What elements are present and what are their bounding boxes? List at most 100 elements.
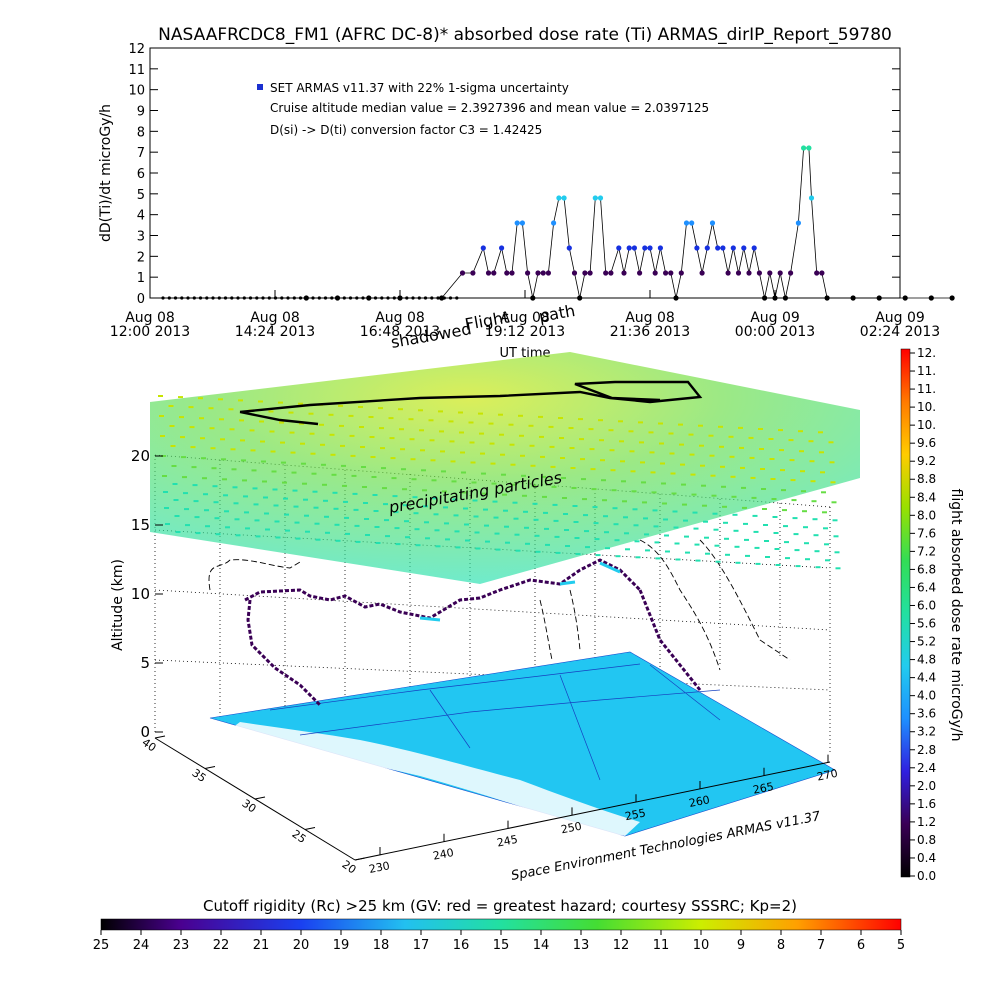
- particle-dot: [490, 462, 496, 465]
- particle-dots: [158, 395, 841, 570]
- particle-dot: [442, 490, 447, 493]
- x-tick-time: 00:00 2013: [735, 324, 815, 340]
- particle-dot: [689, 453, 695, 456]
- particle-dot: [414, 528, 420, 531]
- particle-dot: [310, 452, 316, 455]
- y-tick-label: 10: [128, 84, 145, 99]
- particle-dot: [531, 484, 537, 487]
- particle-dot: [651, 491, 657, 494]
- particle-dot: [168, 405, 174, 407]
- particle-dot: [813, 534, 819, 537]
- particle-dot: [829, 461, 835, 464]
- particle-dot: [528, 424, 534, 427]
- particle-dot: [255, 535, 261, 538]
- particle-dot: [391, 477, 397, 480]
- particle-dot: [223, 494, 228, 497]
- data-point: [530, 295, 536, 301]
- particle-dot: [224, 510, 229, 513]
- data-point: [704, 245, 710, 251]
- particle-dot: [314, 522, 320, 525]
- cutoff-rigidity-tick-label: 13: [573, 938, 590, 953]
- data-point: [504, 270, 510, 276]
- altitude-tick-label: 20: [131, 447, 150, 465]
- particle-dot: [603, 515, 608, 518]
- latitude-tick-label: 20: [340, 858, 359, 877]
- particle-dot: [623, 516, 628, 519]
- particle-dot: [764, 540, 769, 542]
- particle-dot: [450, 460, 456, 463]
- cutoff-rigidity-tick-label: 7: [817, 938, 825, 953]
- particle-dot: [819, 451, 824, 454]
- particle-dot: [173, 499, 179, 501]
- particle-dot: [204, 509, 209, 512]
- particle-dot: [720, 465, 725, 468]
- particle-dot: [599, 439, 604, 442]
- particle-dot: [509, 443, 515, 446]
- data-point: [767, 270, 773, 276]
- data-point: [631, 245, 638, 251]
- particle-dot: [185, 524, 190, 527]
- particle-dot: [659, 442, 664, 445]
- particle-dot: [543, 511, 548, 514]
- particle-dot: [423, 505, 428, 508]
- particle-dot: [748, 436, 754, 439]
- particle-dot: [759, 448, 764, 450]
- data-point: [603, 270, 609, 276]
- particle-dot: [349, 434, 355, 437]
- particle-dot: [402, 488, 407, 491]
- particle-dot: [641, 481, 646, 484]
- particle-dot: [231, 468, 237, 471]
- particle-dot: [709, 454, 715, 457]
- annotation-conversion: D(si) -> D(ti) conversion factor C3 = 1.…: [270, 123, 542, 137]
- particle-dot: [389, 437, 395, 440]
- particle-dot: [520, 454, 525, 457]
- particle-dot: [283, 497, 288, 500]
- particle-dot: [821, 491, 826, 494]
- particle-dot: [568, 427, 574, 429]
- particle-dot: [791, 499, 797, 502]
- particle-dot: [774, 548, 780, 550]
- altitude-tick-label: 5: [140, 654, 150, 672]
- data-point: [248, 296, 253, 300]
- particle-dot: [559, 437, 564, 439]
- particle-dot: [762, 508, 767, 510]
- data-point: [902, 295, 908, 301]
- data-point: [286, 296, 290, 300]
- particle-dot: [541, 475, 546, 478]
- particle-dot: [408, 418, 414, 421]
- data-point: [876, 295, 882, 301]
- particle-dot: [728, 435, 734, 438]
- particle-dot: [471, 481, 477, 484]
- longitude-tick-label: 270: [816, 767, 839, 784]
- particle-dot: [542, 495, 547, 498]
- particle-dot: [363, 502, 368, 504]
- particle-dot: [394, 527, 400, 530]
- particle-dot: [625, 548, 630, 551]
- particle-dot: [763, 524, 768, 526]
- particle-dot: [279, 421, 284, 424]
- cutoff-rigidity-tick-label: 12: [613, 938, 630, 953]
- particle-dot: [572, 505, 578, 507]
- particle-dot: [538, 415, 543, 418]
- data-point: [928, 295, 934, 301]
- particle-dot: [539, 435, 544, 438]
- longitude-tick-label: 250: [560, 820, 583, 837]
- particle-dot: [233, 502, 239, 505]
- data-point: [236, 296, 240, 300]
- particle-dot: [321, 463, 326, 466]
- particle-dot: [305, 530, 310, 533]
- particle-dot: [230, 448, 236, 451]
- particle-dot: [673, 526, 679, 529]
- particle-dot: [624, 532, 629, 535]
- particle-dot: [465, 539, 470, 542]
- particle-dot: [655, 557, 661, 560]
- particle-dot: [214, 517, 220, 520]
- particle-dot: [461, 471, 466, 474]
- data-point: [459, 270, 466, 276]
- cutoff-rigidity-tick-label: 6: [857, 938, 865, 953]
- particle-dot: [595, 554, 601, 557]
- particle-dot: [634, 540, 640, 543]
- particle-dot: [431, 479, 437, 482]
